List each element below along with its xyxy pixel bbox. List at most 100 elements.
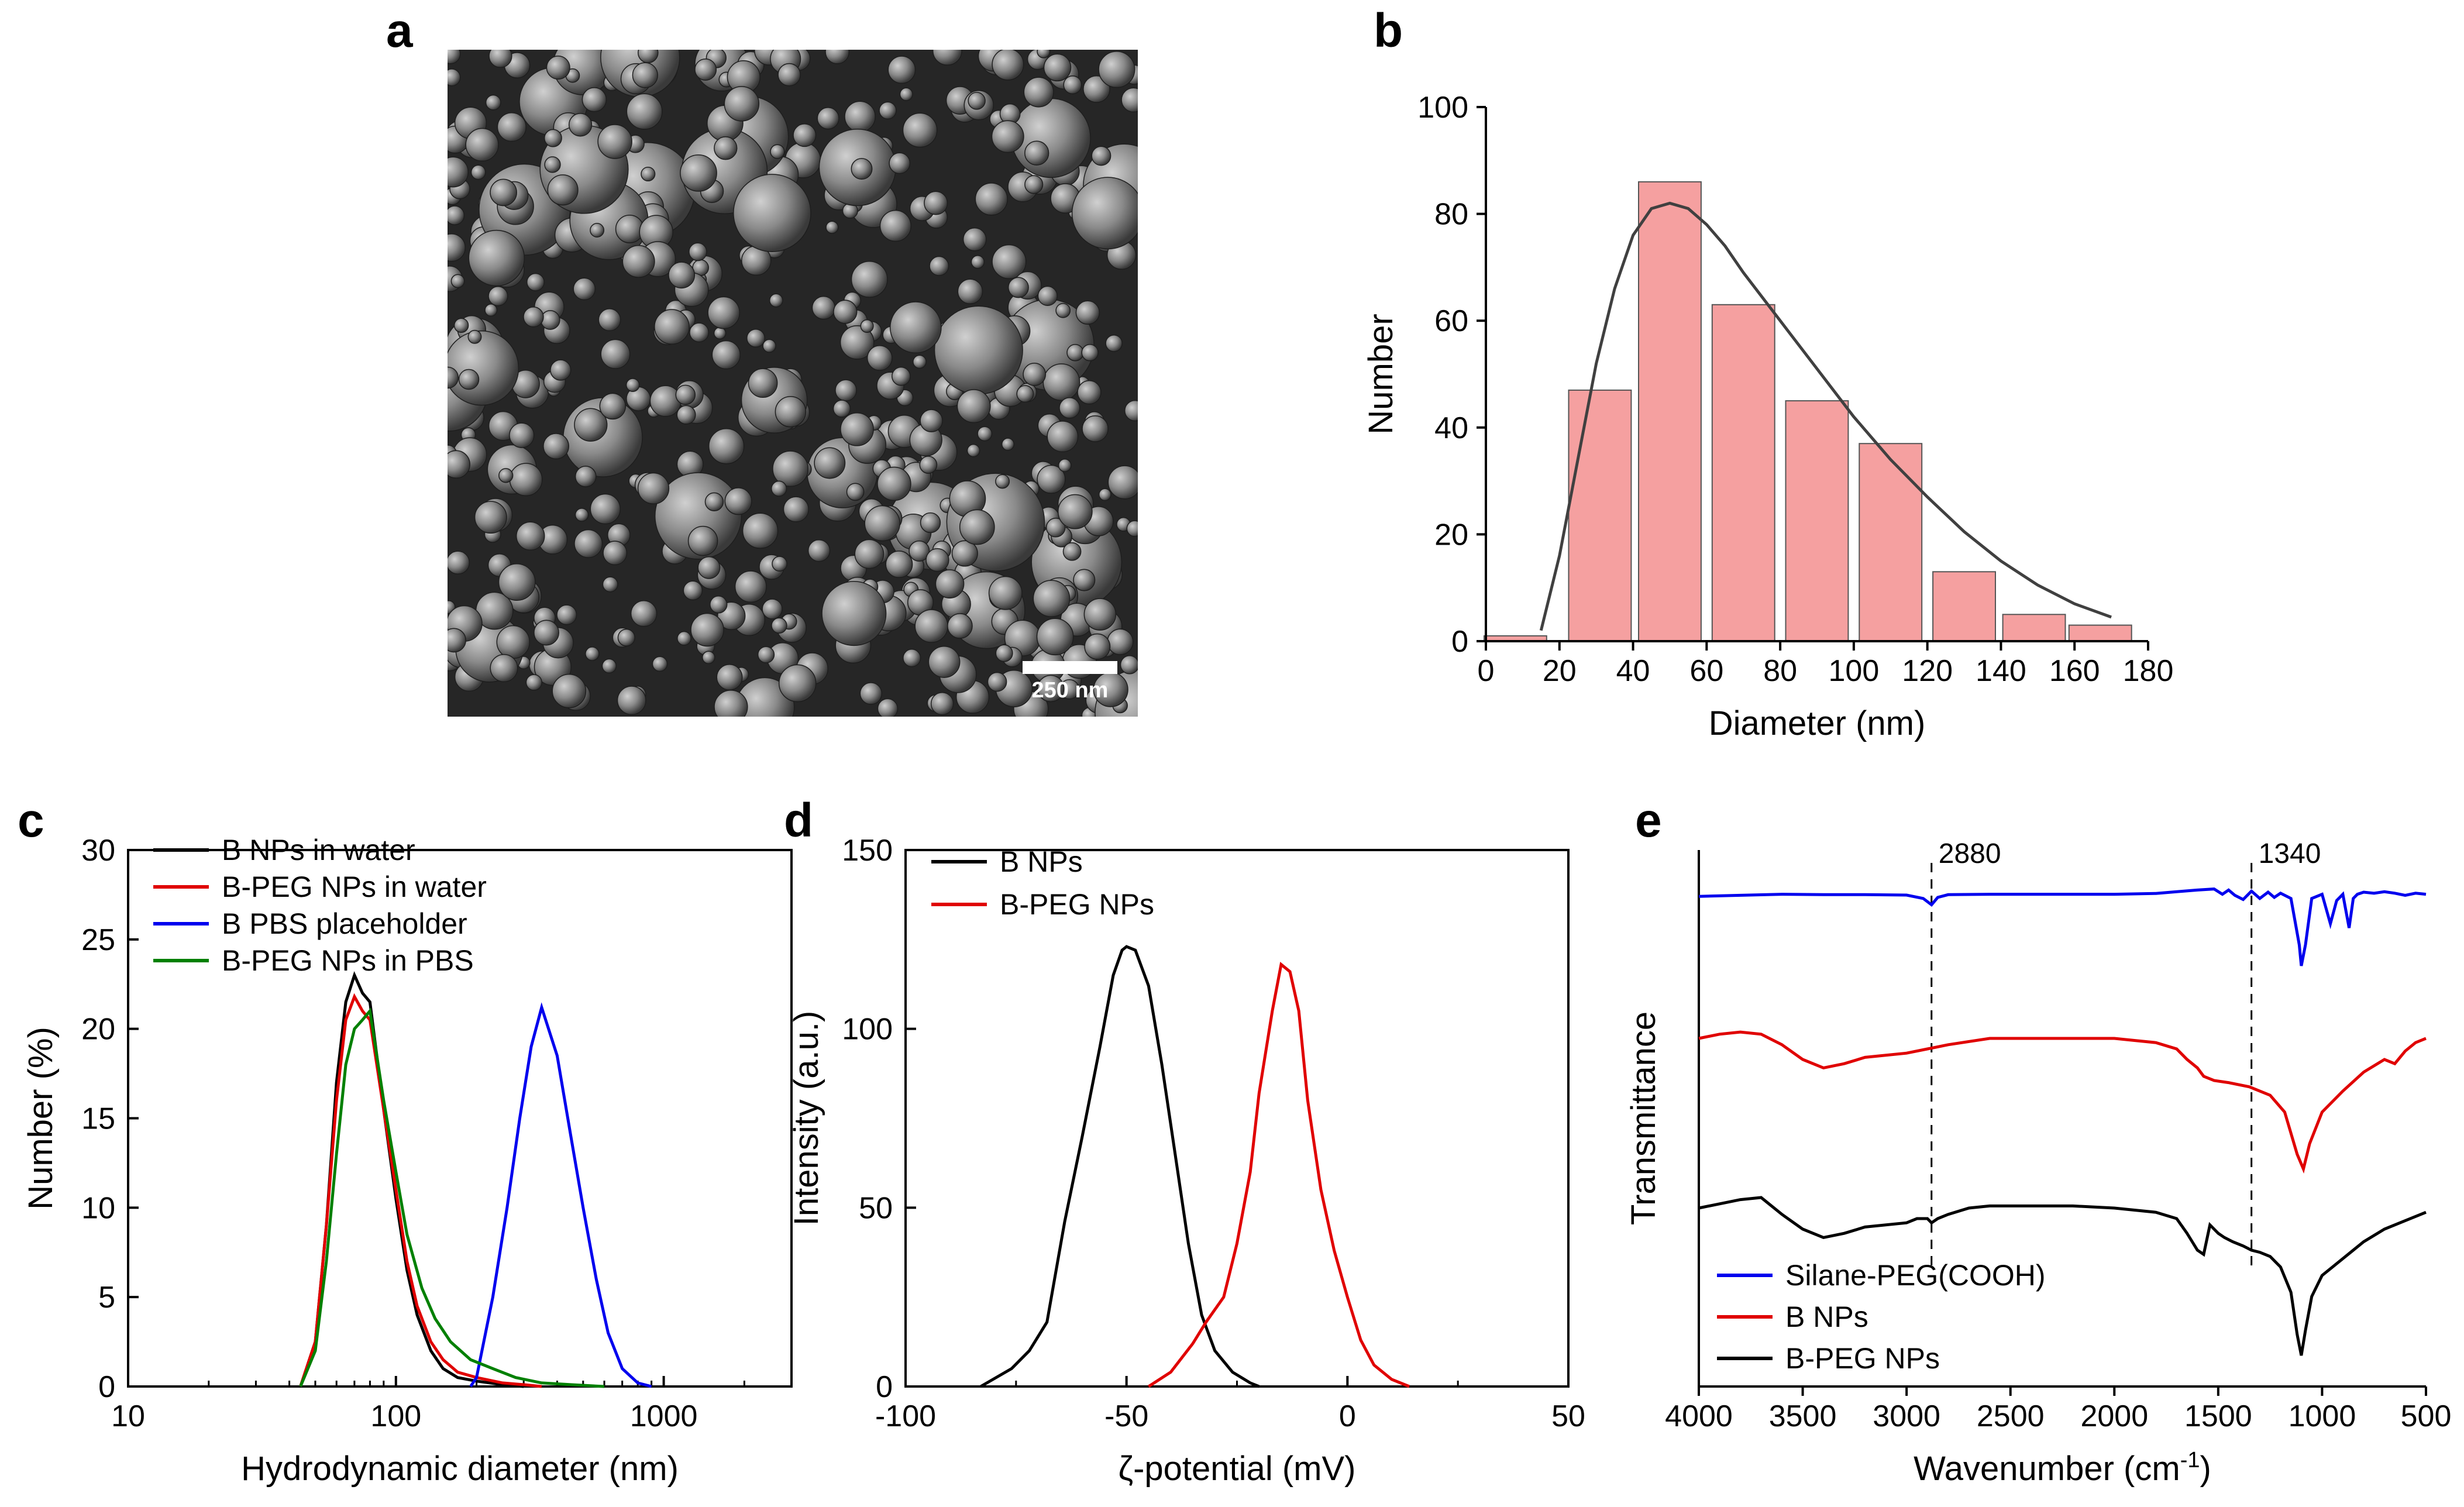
- sem-particles: [448, 50, 1138, 717]
- nanoparticle: [713, 326, 727, 340]
- nanoparticle: [877, 466, 911, 501]
- y-tick-label: 15: [81, 1102, 115, 1136]
- nanoparticle: [1107, 465, 1138, 500]
- histogram-bar: [1711, 304, 1775, 642]
- nanoparticle: [550, 359, 572, 381]
- nanoparticle: [1083, 598, 1117, 631]
- nanoparticle: [987, 672, 1007, 692]
- nanoparticle: [1037, 675, 1065, 703]
- x-tick-label: 100: [1829, 654, 1880, 688]
- nanoparticle: [835, 379, 857, 402]
- nanoparticle: [676, 405, 696, 425]
- nanoparticle: [1047, 421, 1079, 453]
- nanoparticle: [625, 378, 640, 392]
- zeta-axes: -100 -50 0 50 0 50 100 150: [842, 834, 1585, 1433]
- nanoparticle: [632, 62, 658, 88]
- nanoparticle: [951, 540, 978, 567]
- nanoparticle: [833, 300, 858, 324]
- nanoparticle: [771, 617, 787, 634]
- nanoparticle: [995, 474, 1010, 489]
- nanoparticle: [1124, 400, 1138, 422]
- nanoparticle: [932, 50, 962, 66]
- nanoparticle: [448, 50, 461, 64]
- nanoparticle: [574, 466, 597, 487]
- nanoparticle: [920, 512, 941, 534]
- nanoparticle: [654, 309, 690, 345]
- nanoparticle: [924, 191, 948, 215]
- y-tick-label: 20: [81, 1013, 115, 1047]
- y-tick-label: 150: [842, 834, 893, 868]
- nanoparticle: [866, 345, 893, 371]
- nanoparticle: [734, 570, 767, 603]
- histogram-bar: [1859, 443, 1923, 642]
- size-histogram-panel: 0 20 40 60 80 100 120 140 160 180 0 20 40 60 80 100 Dia…: [1362, 91, 2173, 742]
- nanoparticle: [887, 56, 916, 84]
- ftir-axes: 4000 3500 3000 2500 2000 1500 1000 500: [1665, 850, 2451, 1433]
- nanoparticle: [497, 112, 526, 142]
- nanoparticle: [704, 492, 724, 511]
- nanoparticle: [590, 493, 621, 525]
- nanoparticle: [668, 262, 696, 289]
- nanoparticle: [971, 255, 985, 269]
- histogram-bars: [1483, 181, 2132, 642]
- nanoparticle: [839, 325, 875, 360]
- x-tick-label: 500: [2401, 1399, 2452, 1433]
- x-axis-label: ζ-potential (mV): [1119, 1450, 1356, 1488]
- x-tick-label: 120: [1902, 654, 1953, 688]
- nanoparticle: [959, 509, 995, 545]
- nanoparticle: [879, 209, 912, 242]
- nanoparticle: [652, 656, 668, 672]
- y-tick-label: 0: [876, 1370, 893, 1404]
- nanoparticle: [450, 274, 465, 288]
- histogram-bar: [1568, 389, 1632, 642]
- nanoparticle: [889, 301, 942, 353]
- nanoparticle: [490, 178, 517, 207]
- legend-label: B-PEG NPs: [1785, 1342, 1940, 1375]
- nanoparticle: [448, 330, 519, 406]
- x-tick-label: 4000: [1665, 1399, 1733, 1433]
- nanoparticle: [762, 598, 783, 620]
- dls-size-panel: 10 100 1000 0 5 10 15 20 25 30 B NPs in water B-PE…: [22, 834, 793, 1488]
- nanoparticle: [1107, 628, 1134, 655]
- nanoparticle: [892, 366, 911, 386]
- nanoparticle: [448, 366, 459, 389]
- nanoparticle: [864, 505, 900, 542]
- nanoparticle: [975, 183, 1008, 216]
- nanoparticle: [714, 136, 738, 160]
- nanoparticle: [547, 174, 579, 206]
- nanoparticle: [498, 468, 514, 483]
- nanoparticle: [1062, 542, 1082, 561]
- nanoparticle: [498, 563, 536, 601]
- nanoparticle: [825, 221, 839, 234]
- nanoparticle: [1023, 77, 1054, 108]
- nanoparticle: [1084, 633, 1111, 660]
- nanoparticle: [1043, 53, 1072, 82]
- nanoparticle: [966, 443, 980, 457]
- reference-label: 2880: [1939, 838, 2001, 869]
- nanoparticle: [599, 393, 627, 420]
- nanoparticle: [860, 319, 874, 333]
- nanoparticle: [840, 412, 874, 446]
- panel-label-b: b: [1374, 4, 1403, 57]
- nanoparticle: [448, 68, 461, 87]
- nanoparticle: [716, 664, 743, 691]
- y-axis-label: Number (%): [22, 1027, 60, 1210]
- nanoparticle: [680, 154, 717, 192]
- x-tick-label: 100: [370, 1399, 421, 1433]
- x-tick-label: 0: [1339, 1399, 1356, 1433]
- y-tick-label: 50: [859, 1191, 893, 1225]
- nanoparticle: [854, 539, 885, 569]
- x-tick-label: 180: [2123, 654, 2174, 688]
- x-tick-label: 3500: [1769, 1399, 1837, 1433]
- x-tick-label: -100: [875, 1399, 936, 1433]
- nanoparticle: [1083, 75, 1110, 103]
- nanoparticle: [1024, 140, 1049, 166]
- nanoparticle: [846, 483, 865, 501]
- nanoparticle: [889, 152, 911, 174]
- nanoparticle: [617, 628, 635, 647]
- x-tick-label: 40: [1616, 654, 1650, 688]
- nanoparticle: [709, 596, 728, 614]
- nanoparticle: [1024, 175, 1044, 194]
- ftir-series: [1698, 887, 2427, 1356]
- nanoparticle: [552, 673, 587, 708]
